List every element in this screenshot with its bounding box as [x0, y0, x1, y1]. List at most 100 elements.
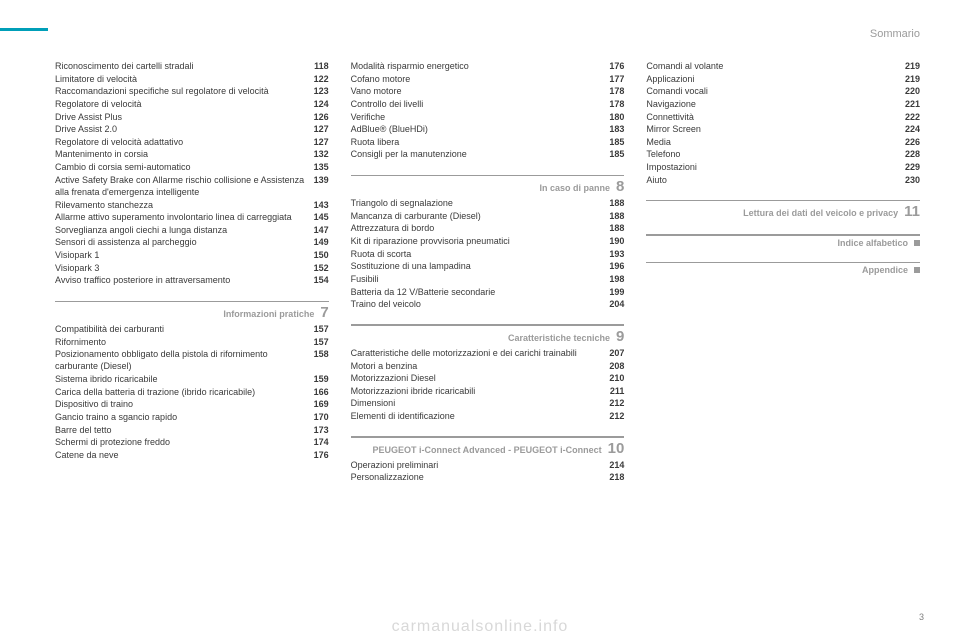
section-heading: Informazioni pratiche7: [55, 304, 329, 321]
toc-label: Carica della batteria di trazione (ibrid…: [55, 386, 314, 398]
toc-page: 173: [314, 424, 329, 436]
toc-label: Connettività: [646, 111, 905, 123]
toc-label: Visiopark 1: [55, 249, 314, 261]
section-separator: Indice alfabetico: [646, 234, 920, 248]
toc-row: Triangolo di segnalazione188: [351, 197, 625, 209]
toc-page: 170: [314, 411, 329, 423]
toc-page: 198: [609, 273, 624, 285]
toc-row: Consigli per la manutenzione185: [351, 148, 625, 160]
toc-label: Allarme attivo superamento involontario …: [55, 211, 314, 223]
toc-page: 226: [905, 136, 920, 148]
section-number: 11: [904, 203, 920, 220]
toc-column: Riconoscimento dei cartelli stradali118L…: [55, 60, 329, 484]
toc-page: 214: [609, 459, 624, 471]
toc-label: Active Safety Brake con Allarme rischio …: [55, 174, 314, 198]
toc-page: 218: [609, 471, 624, 483]
section-box-icon: [914, 240, 920, 246]
toc-page: 157: [314, 323, 329, 335]
toc-page: 229: [905, 161, 920, 173]
toc-row: Attrezzatura di bordo188: [351, 222, 625, 234]
toc-label: Motorizzazioni Diesel: [351, 372, 610, 384]
toc-page: 211: [610, 385, 625, 397]
toc-page: 132: [314, 148, 329, 160]
toc-page: 196: [609, 260, 624, 272]
toc-row: Navigazione221: [646, 98, 920, 110]
section-box-icon: [914, 267, 920, 273]
toc-row: Posizionamento obbligato della pistola d…: [55, 348, 329, 372]
section-heading: In caso di panne8: [351, 178, 625, 195]
toc-page: 118: [314, 60, 329, 72]
toc-label: Drive Assist 2.0: [55, 123, 314, 135]
toc-row: Ruota di scorta193: [351, 248, 625, 260]
toc-label: Media: [646, 136, 905, 148]
toc-page: 224: [905, 123, 920, 135]
toc-page: 176: [314, 449, 329, 461]
toc-label: Applicazioni: [646, 73, 905, 85]
toc-page: 185: [609, 136, 624, 148]
toc-page: 145: [314, 211, 329, 223]
toc-page: 208: [609, 360, 624, 372]
toc-page: 183: [609, 123, 624, 135]
toc-page: 149: [314, 236, 329, 248]
section-rule: [351, 175, 625, 177]
toc-page: 222: [905, 111, 920, 123]
toc-label: Telefono: [646, 148, 905, 160]
toc-row: Rifornimento157: [55, 336, 329, 348]
toc-label: Traino del veicolo: [351, 298, 610, 310]
toc-row: Connettività222: [646, 111, 920, 123]
toc-page: 180: [609, 111, 624, 123]
toc-label: Sensori di assistenza al parcheggio: [55, 236, 314, 248]
toc-page: 199: [609, 286, 624, 298]
toc-page: 139: [314, 174, 329, 186]
toc-label: Personalizzazione: [351, 471, 610, 483]
section-rule: [646, 200, 920, 202]
section-separator: PEUGEOT i-Connect Advanced - PEUGEOT i-C…: [351, 436, 625, 457]
toc-page: 219: [905, 73, 920, 85]
toc-page: 210: [609, 372, 624, 384]
toc-page: 188: [609, 210, 624, 222]
toc-page: 174: [314, 436, 329, 448]
toc-row: Aiuto230: [646, 174, 920, 186]
section-number: 9: [616, 328, 624, 345]
toc-row: Avviso traffico posteriore in attraversa…: [55, 274, 329, 286]
section-separator: Caratteristiche tecniche9: [351, 324, 625, 345]
toc-row: Operazioni preliminari214: [351, 459, 625, 471]
toc-row: Mantenimento in corsia132: [55, 148, 329, 160]
section-heading: Lettura dei dati del veicolo e privacy11: [646, 203, 920, 220]
toc-label: Verifiche: [351, 111, 610, 123]
toc-page: 126: [314, 111, 329, 123]
toc-label: Limitatore di velocità: [55, 73, 314, 85]
toc-row: Batteria da 12 V/Batterie secondarie199: [351, 286, 625, 298]
toc-label: Avviso traffico posteriore in attraversa…: [55, 274, 314, 286]
toc-row: Media226: [646, 136, 920, 148]
toc-page: 166: [314, 386, 329, 398]
toc-label: Regolatore di velocità: [55, 98, 314, 110]
toc-row: Regolatore di velocità adattativo127: [55, 136, 329, 148]
toc-page: 122: [314, 73, 329, 85]
toc-label: Sorveglianza angoli ciechi a lunga dista…: [55, 224, 314, 236]
section-number: 10: [608, 440, 625, 457]
toc-page: 193: [609, 248, 624, 260]
toc-row: Visiopark 1150: [55, 249, 329, 261]
toc-label: Visiopark 3: [55, 262, 314, 274]
toc-row: Allarme attivo superamento involontario …: [55, 211, 329, 223]
toc-page: 158: [314, 348, 329, 360]
toc-page: 176: [609, 60, 624, 72]
toc-row: Controllo dei livelli178: [351, 98, 625, 110]
toc-label: Motorizzazioni ibride ricaricabili: [351, 385, 610, 397]
toc-row: Schermi di protezione freddo174: [55, 436, 329, 448]
toc-page: 185: [609, 148, 624, 160]
toc-row: Sostituzione di una lampadina196: [351, 260, 625, 272]
toc-label: Compatibilità dei carburanti: [55, 323, 314, 335]
toc-page: 150: [314, 249, 329, 261]
toc-page: 135: [314, 161, 329, 173]
toc-page: 169: [314, 398, 329, 410]
section-separator: Lettura dei dati del veicolo e privacy11: [646, 200, 920, 221]
accent-bar: [0, 28, 48, 31]
section-rule: [646, 262, 920, 264]
toc-row: Motorizzazioni ibride ricaricabili211: [351, 385, 625, 397]
toc-label: Batteria da 12 V/Batterie secondarie: [351, 286, 610, 298]
toc-page: 204: [609, 298, 624, 310]
section-separator: In caso di panne8: [351, 175, 625, 196]
toc-row: Cambio di corsia semi-automatico135: [55, 161, 329, 173]
